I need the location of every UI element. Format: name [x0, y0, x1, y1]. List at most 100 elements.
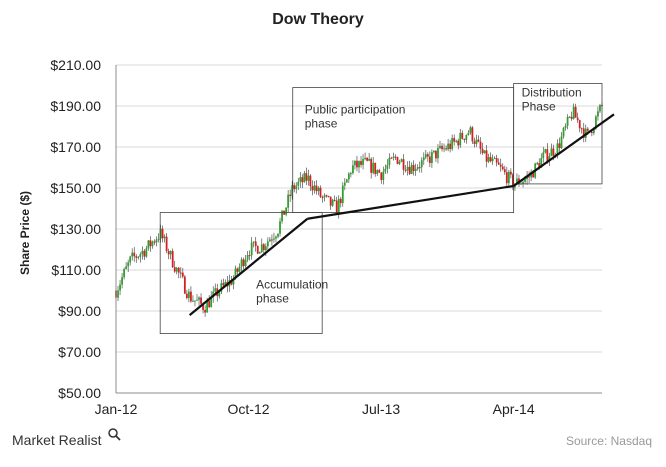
candle-up — [269, 236, 271, 242]
candle-down — [333, 195, 336, 202]
candle-down — [356, 155, 358, 172]
phase-label: phase — [256, 292, 289, 306]
candle-down — [254, 237, 257, 252]
candle-down — [412, 160, 415, 176]
candle-down — [501, 163, 504, 171]
candle-down — [143, 249, 146, 261]
candle-up — [240, 257, 243, 272]
candle-down — [461, 130, 464, 140]
candle-down — [335, 196, 338, 214]
candle-down — [167, 248, 170, 260]
phase-label: Phase — [522, 99, 556, 113]
candle-down — [449, 139, 452, 153]
candle-up — [350, 171, 352, 178]
candle-down — [161, 225, 164, 243]
candle-down — [477, 135, 480, 143]
candle-up — [536, 161, 539, 166]
candle-down — [471, 126, 474, 145]
candle-up — [469, 125, 472, 135]
candle-up — [475, 134, 478, 147]
candle-down — [329, 196, 332, 210]
candle-up — [341, 182, 344, 207]
candle-up — [307, 169, 310, 186]
candle-down — [204, 305, 206, 317]
candle-up — [420, 157, 423, 173]
candle-down — [418, 161, 421, 173]
candle-down — [473, 137, 476, 148]
candle-up — [121, 272, 123, 289]
y-tick-label: $90.00 — [58, 303, 101, 319]
candle-down — [453, 134, 456, 146]
candle-up — [273, 232, 275, 243]
candle-up — [566, 114, 569, 130]
candle-down — [528, 171, 530, 184]
candle-up — [129, 255, 132, 266]
x-tick-label: Apr-14 — [493, 401, 535, 417]
candle-down — [497, 158, 500, 165]
candle-down — [574, 103, 577, 118]
candle-up — [416, 164, 419, 171]
candle-up — [194, 300, 196, 307]
candle-up — [119, 279, 121, 296]
candle-up — [572, 103, 575, 120]
x-tick-label: Oct-12 — [228, 401, 270, 417]
candle-down — [509, 168, 512, 179]
chart-title: Dow Theory — [272, 11, 364, 28]
candle-down — [485, 145, 488, 168]
candle-down — [135, 254, 138, 263]
candle-up — [597, 106, 599, 121]
candle-down — [262, 243, 265, 255]
candle-up — [487, 153, 490, 164]
candle-up — [599, 103, 601, 114]
candle-up — [459, 128, 462, 148]
candle-down — [319, 185, 322, 199]
candle-down — [173, 260, 176, 273]
candle-down — [360, 156, 362, 168]
candle-up — [384, 164, 387, 175]
candle-down — [327, 195, 330, 198]
candle-down — [311, 180, 314, 196]
candle-down — [479, 137, 482, 155]
candle-down — [183, 275, 186, 295]
candle-up — [299, 172, 302, 188]
candle-up — [544, 148, 547, 154]
phase-label: Accumulation — [256, 278, 328, 292]
candle-up — [117, 285, 119, 301]
candle-up — [175, 266, 178, 275]
candle-up — [141, 246, 144, 260]
candle-up — [210, 291, 213, 308]
candle-up — [220, 279, 223, 294]
y-axis-label: Share Price ($) — [18, 191, 32, 275]
candle-up — [372, 156, 375, 175]
candle-down — [505, 166, 508, 188]
axis-lines — [115, 65, 602, 394]
y-tick-label: $130.00 — [50, 221, 101, 237]
candle-down — [366, 156, 368, 162]
candle-up — [542, 146, 545, 163]
candle-up — [568, 116, 571, 119]
candle-up — [127, 259, 130, 273]
candle-down — [171, 248, 174, 268]
candle-up — [303, 170, 306, 183]
candle-down — [179, 267, 182, 279]
candle-up — [437, 144, 439, 164]
candle-down — [293, 182, 296, 193]
candle-up — [287, 189, 290, 213]
y-tick-label: $170.00 — [50, 139, 101, 155]
candle-down — [149, 236, 152, 252]
price-candles — [115, 102, 603, 317]
candle-down — [495, 154, 498, 167]
candle-down — [546, 143, 549, 164]
candle-up — [388, 153, 391, 169]
candle-up — [467, 130, 470, 136]
candle-down — [576, 112, 579, 123]
candle-up — [414, 163, 417, 176]
candle-down — [208, 295, 211, 308]
candle-up — [343, 178, 346, 191]
candle-down — [177, 266, 180, 279]
candle-up — [386, 159, 389, 174]
candle-down — [558, 137, 561, 155]
